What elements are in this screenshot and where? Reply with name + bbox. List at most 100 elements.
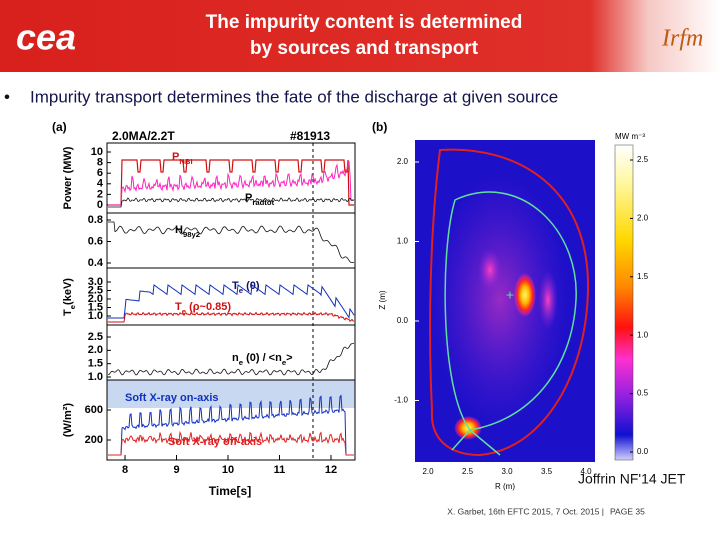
y-tick-label: 0.8 xyxy=(88,214,103,226)
y-tick-label: 200 xyxy=(85,434,103,446)
vessel-outline xyxy=(429,148,590,457)
y-tick-label: 8 xyxy=(97,157,103,169)
annotation: Te (ρ~0.85) xyxy=(175,301,231,316)
annotation-part: Soft X-ray on-axis xyxy=(125,392,219,404)
trace xyxy=(108,160,354,206)
logo-left: cea xyxy=(16,17,76,58)
y-tick-label: 3.0 xyxy=(88,276,103,288)
annotation: PNBI xyxy=(172,151,193,166)
logo-right: Irfm xyxy=(661,26,703,52)
colorbar-tick-label: 0.0 xyxy=(637,447,649,456)
x-tick-label: 8 xyxy=(122,464,128,476)
annotation-part: e xyxy=(239,286,244,295)
emission-region xyxy=(478,248,502,292)
panel-frame xyxy=(106,212,356,269)
x-tick-label: 3.5 xyxy=(541,467,553,476)
annotation-part: (0) / <n xyxy=(243,352,282,364)
x-tick-label: 9 xyxy=(173,464,179,476)
x-tick-label: 3.0 xyxy=(501,467,513,476)
annotation-part: e xyxy=(239,358,244,367)
sxr-label-box xyxy=(107,380,355,408)
y-axis-label-part: Power (MW) xyxy=(62,146,74,209)
y-tick-label: 1.0 xyxy=(397,237,409,246)
x-tick-label: 2.0 xyxy=(422,467,434,476)
y-tick-label: 600 xyxy=(85,404,103,416)
x-axis-label: R (m) xyxy=(495,482,515,491)
x-tick-label: 10 xyxy=(222,464,234,476)
colorbar-tick-label: 1.0 xyxy=(637,330,649,339)
x-tick-label: 12 xyxy=(325,464,337,476)
y-axis-label: Z (m) xyxy=(378,290,387,309)
annotation: H98y2 xyxy=(175,224,200,239)
footer-page: PAGE 35 xyxy=(610,506,645,516)
y-axis-label-part: (keV) xyxy=(62,278,74,305)
x-axis-label: Time[s] xyxy=(209,484,251,498)
colorbar-unit: MW m⁻³ xyxy=(615,132,645,141)
colorbar-tick-label: 1.5 xyxy=(637,272,649,281)
emission-region xyxy=(430,170,570,430)
annotation-part: T xyxy=(232,280,239,292)
caption: Joffrin NF'14 JET xyxy=(578,471,686,487)
axis-marker: + xyxy=(506,287,514,303)
y-tick-label: 0.4 xyxy=(88,257,104,269)
annotation-part: e xyxy=(182,307,187,316)
trace xyxy=(108,430,354,456)
y-tick-label: -1.0 xyxy=(394,396,408,405)
colorbar xyxy=(614,144,634,461)
separatrix xyxy=(444,191,577,431)
x-tick-label: 11 xyxy=(274,464,286,476)
y-axis-label-part: e xyxy=(68,304,77,309)
y-tick-label: 2.0 xyxy=(397,157,409,166)
title-line: by sources and transport xyxy=(250,38,479,59)
trace xyxy=(108,221,354,264)
header-band xyxy=(0,0,720,72)
trace xyxy=(108,394,354,456)
panel-label: (b) xyxy=(372,120,387,134)
annotation-part: n xyxy=(232,352,239,364)
bullet-dot: • xyxy=(4,87,10,106)
y-tick-label: 6 xyxy=(97,167,103,179)
trace xyxy=(108,284,355,319)
y-tick-label: 1.5 xyxy=(88,358,103,370)
annotation-part: P xyxy=(172,151,179,163)
annotation: Soft X-ray on-axis xyxy=(125,392,219,404)
colorbar-tick-label: 2.0 xyxy=(637,214,649,223)
info-right: #81913 xyxy=(290,129,330,143)
panel-frame xyxy=(106,267,356,326)
y-tick-label: 1.5 xyxy=(88,301,103,313)
y-tick-label: 2.0 xyxy=(88,293,103,305)
y-tick-label: 0.6 xyxy=(88,235,103,247)
panel-frame xyxy=(106,379,356,461)
annotation-part: NBI xyxy=(179,157,192,166)
hot-spot xyxy=(514,273,536,317)
divertor-legs xyxy=(451,429,501,456)
colorbar-tick-label: 2.5 xyxy=(637,155,649,164)
y-tick-label: 4 xyxy=(97,178,104,190)
y-tick-label: 0 xyxy=(97,199,103,211)
y-tick-label: 1.0 xyxy=(88,310,103,322)
y-axis-label: Power (MW) xyxy=(62,146,74,209)
annotation-part: radtot xyxy=(252,198,274,207)
annotation-part: P xyxy=(245,192,252,204)
bullet-text: Impurity transport determines the fate o… xyxy=(30,87,558,106)
annotation: ne (0) / <ne> xyxy=(232,352,293,367)
trace xyxy=(108,311,355,323)
x-tick-label: 2.5 xyxy=(462,467,474,476)
annotation-part: (ρ~0.85) xyxy=(186,301,231,313)
trace xyxy=(108,197,355,208)
y-axis-label: Te(keV) xyxy=(62,278,77,316)
trace xyxy=(107,342,355,376)
annotation-part: 98y2 xyxy=(183,230,200,239)
y-tick-label: 10 xyxy=(91,146,103,158)
footer-text: X. Garbet, 16th EFTC 2015, 7 Oct. 2015 | xyxy=(447,506,604,516)
y-tick-label: 2 xyxy=(97,188,103,200)
colorbar-tick-label: 0.5 xyxy=(637,389,649,398)
annotation-part: e xyxy=(282,358,287,367)
annotation-part: T xyxy=(175,301,182,313)
emission-region xyxy=(538,270,558,330)
trace xyxy=(108,159,354,206)
y-axis-label: (W/m²) xyxy=(62,403,74,438)
y-tick-label: 0.0 xyxy=(397,316,409,325)
y-axis-label-part: T xyxy=(62,309,74,316)
info-left: 2.0MA/2.2T xyxy=(112,129,175,143)
